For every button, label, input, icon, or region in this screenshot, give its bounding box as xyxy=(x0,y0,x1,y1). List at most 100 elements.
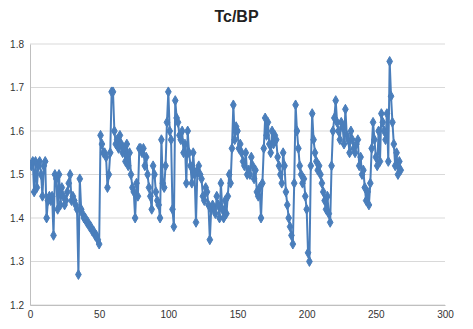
marker xyxy=(275,152,281,162)
marker xyxy=(330,126,336,136)
marker xyxy=(183,178,189,188)
marker xyxy=(358,152,364,162)
marker xyxy=(232,135,238,145)
grid xyxy=(30,44,445,305)
marker xyxy=(365,187,371,197)
marker xyxy=(348,126,354,136)
marker xyxy=(175,117,181,127)
marker xyxy=(276,161,282,171)
marker xyxy=(196,161,202,171)
marker xyxy=(301,174,307,184)
marker xyxy=(148,191,154,201)
tick-label: 1.8 xyxy=(10,39,24,50)
marker xyxy=(225,191,231,201)
marker xyxy=(163,161,169,171)
marker xyxy=(49,191,55,201)
marker xyxy=(376,126,382,136)
marker xyxy=(117,130,123,140)
marker xyxy=(388,91,394,101)
marker xyxy=(390,117,396,127)
marker xyxy=(110,87,116,97)
marker xyxy=(161,183,167,193)
marker xyxy=(268,148,274,158)
tick: 0 xyxy=(28,305,34,320)
marker xyxy=(165,87,171,97)
tick-label: 250 xyxy=(368,309,385,320)
marker xyxy=(278,170,284,180)
marker xyxy=(319,178,325,188)
tick: 50 xyxy=(94,305,106,320)
marker xyxy=(312,148,318,158)
marker xyxy=(329,161,335,171)
marker xyxy=(260,178,266,188)
grid-line xyxy=(30,261,445,262)
marker xyxy=(156,200,162,210)
tick-label: 1.2 xyxy=(10,300,24,311)
marker xyxy=(355,135,361,145)
marker xyxy=(51,230,57,240)
marker xyxy=(253,165,259,175)
tick-label: 1.3 xyxy=(10,256,24,267)
marker xyxy=(170,204,176,214)
marker xyxy=(235,126,241,136)
marker xyxy=(182,139,188,149)
plot-area xyxy=(30,56,404,279)
marker xyxy=(381,126,387,136)
marker xyxy=(167,126,173,136)
marker xyxy=(340,122,346,132)
marker xyxy=(383,135,389,145)
marker xyxy=(132,213,138,223)
tick-label: 1.6 xyxy=(10,126,24,137)
marker xyxy=(302,191,308,201)
tick-label: 1.7 xyxy=(10,82,24,93)
marker xyxy=(286,213,292,223)
tick-label: 1.5 xyxy=(10,169,24,180)
marker xyxy=(343,104,349,114)
tick: 200 xyxy=(299,305,316,320)
grid-line xyxy=(30,44,445,45)
marker xyxy=(77,174,83,184)
marker xyxy=(157,213,163,223)
marker xyxy=(189,178,195,188)
marker xyxy=(398,165,404,175)
marker xyxy=(289,230,295,240)
title: Tc/BP xyxy=(214,8,258,25)
grid-line xyxy=(30,87,445,88)
tick: 1.6 xyxy=(10,126,30,137)
marker xyxy=(150,161,156,171)
marker xyxy=(204,187,210,197)
marker xyxy=(283,187,289,197)
marker xyxy=(106,170,112,180)
marker xyxy=(372,135,378,145)
marker xyxy=(224,209,230,219)
tick-label: 50 xyxy=(94,309,106,320)
marker xyxy=(318,170,324,180)
marker xyxy=(40,191,46,201)
tick: 1.5 xyxy=(10,169,30,180)
marker xyxy=(127,148,133,158)
marker xyxy=(369,143,375,153)
marker xyxy=(38,170,44,180)
tick-label: 0 xyxy=(28,309,34,320)
tick: 1.2 xyxy=(10,300,30,311)
marker xyxy=(226,170,232,180)
marker xyxy=(229,143,235,153)
tick: 1.4 xyxy=(10,213,30,224)
marker xyxy=(251,174,257,184)
marker xyxy=(112,126,118,136)
marker xyxy=(280,148,286,158)
marker xyxy=(296,143,302,153)
marker xyxy=(145,170,151,180)
marker xyxy=(231,100,237,110)
marker xyxy=(370,117,376,127)
marker xyxy=(287,222,293,232)
marker xyxy=(333,96,339,106)
marker xyxy=(98,130,104,140)
marker xyxy=(168,135,174,145)
tick-label: 100 xyxy=(160,309,177,320)
marker xyxy=(261,143,267,153)
marker xyxy=(279,178,285,188)
marker xyxy=(297,161,303,171)
marker xyxy=(391,139,397,149)
marker xyxy=(65,187,71,197)
